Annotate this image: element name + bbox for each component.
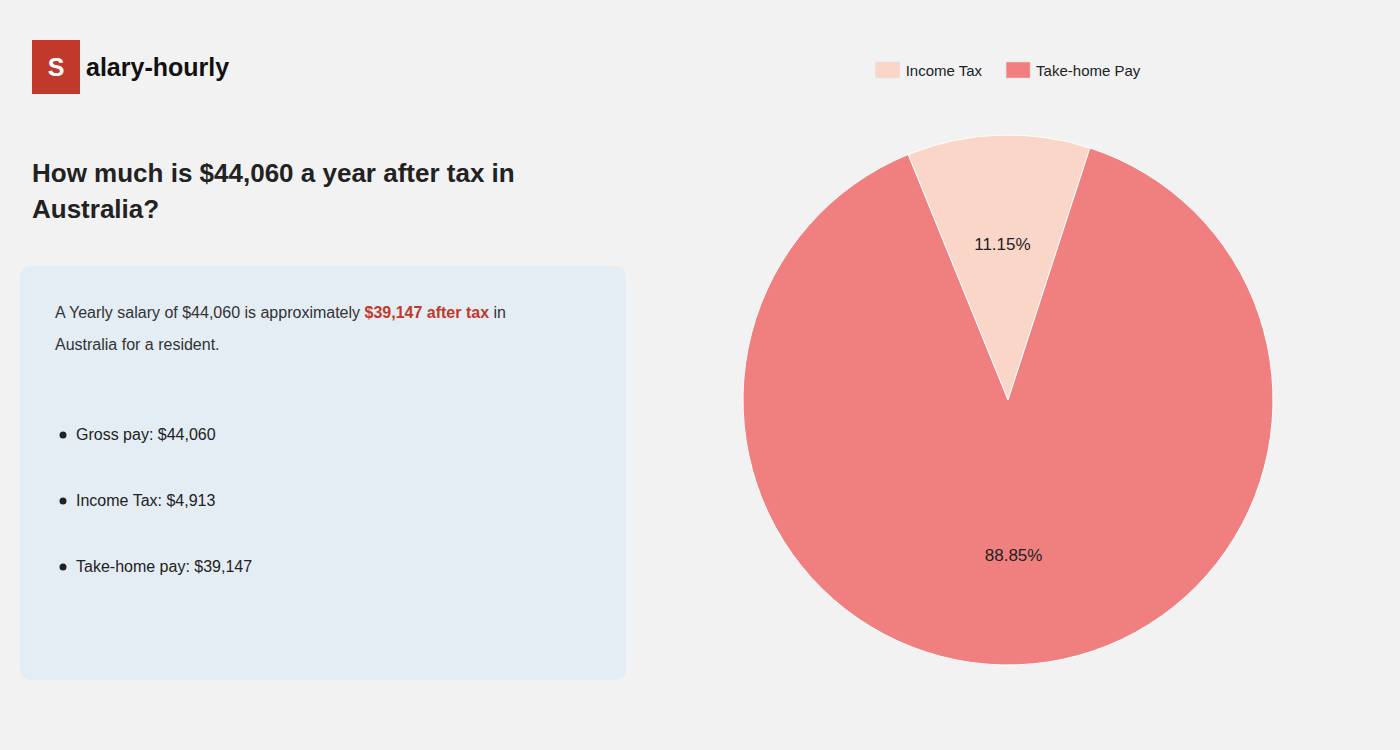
info-line: Australia for a resident. xyxy=(55,336,220,353)
legend-item: Take-home Pay xyxy=(1006,62,1141,79)
info-box xyxy=(20,266,626,680)
data-label: 11.15% xyxy=(974,235,1030,254)
legend-swatch xyxy=(1006,62,1030,78)
logo-text: alary-hourly xyxy=(86,53,229,81)
legend-swatch xyxy=(876,62,900,78)
data-label: 88.85% xyxy=(985,546,1043,565)
logo-box xyxy=(32,40,80,94)
legend-label: Take-home Pay xyxy=(1036,62,1141,79)
legend-label: Income Tax xyxy=(906,62,983,79)
bullet-item: Income Tax: $4,913 xyxy=(76,492,215,509)
pie-labels: 11.15% 88.85% xyxy=(974,235,1042,564)
background xyxy=(0,0,1400,750)
info-text: A Yearly salary of $44,060 is approximat… xyxy=(55,304,365,321)
bullet xyxy=(60,564,67,571)
logo-letter: S xyxy=(48,53,65,81)
bullet-item: Gross pay: $44,060 xyxy=(76,426,216,443)
title-line: Australia? xyxy=(32,194,159,224)
bullet xyxy=(60,498,67,505)
bullet xyxy=(60,432,67,439)
pie xyxy=(743,135,1273,665)
info-highlight: $39,147 after tax xyxy=(365,304,490,321)
title: How much is $44,060 a year after tax in A… xyxy=(32,158,515,224)
bullet-item: Take-home pay: $39,147 xyxy=(76,558,252,575)
pie-slice xyxy=(743,148,1273,665)
legend: Income Tax Take-home Pay xyxy=(876,62,1141,79)
info-line: A Yearly salary of $44,060 is approximat… xyxy=(55,304,506,321)
legend-item: Income Tax xyxy=(876,62,983,79)
title-line: How much is $44,060 a year after tax in xyxy=(32,158,515,188)
info-text: in xyxy=(489,304,506,321)
